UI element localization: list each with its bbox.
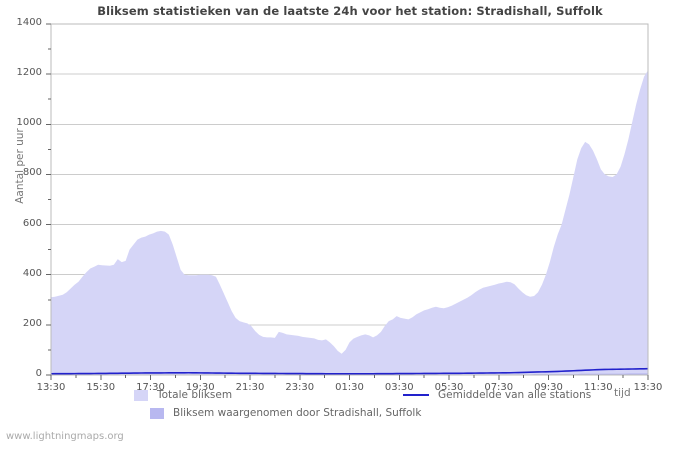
legend-label-station: Bliksem waargenomen door Stradishall, Su… [173, 407, 422, 419]
x-tick-label: 07:30 [484, 382, 514, 393]
x-tick-label: 23:30 [285, 382, 315, 393]
y-tick-label: 1400 [16, 17, 42, 28]
x-tick-label: 05:30 [434, 382, 464, 393]
x-tick-label: 15:30 [86, 382, 116, 393]
axis-ticks [46, 23, 649, 380]
x-tick-label: 13:30 [633, 382, 663, 393]
legend-label-average: Gemiddelde van alle stations [438, 389, 592, 401]
y-tick-label: 600 [22, 217, 42, 229]
chart-legend: Totale bliksem Bliksem waargenomen door … [0, 389, 700, 429]
x-tick-label: 03:30 [384, 382, 414, 393]
x-tick-label: 11:30 [583, 382, 613, 393]
y-tick-label: 800 [22, 167, 42, 179]
legend-swatch-total [134, 389, 148, 401]
series-total-lightning [51, 70, 648, 375]
x-tick-label: 13:30 [36, 382, 66, 393]
series-average-line [50, 367, 649, 375]
legend-swatch-station [150, 407, 164, 419]
x-tick-label: 09:30 [534, 382, 563, 393]
footer-url: www.lightningmaps.org [6, 431, 124, 442]
x-tick-label: 21:30 [235, 382, 265, 393]
x-axis-title: tijd [614, 387, 631, 399]
y-tick-label: 1200 [16, 67, 42, 79]
x-tick-label: 17:30 [136, 382, 165, 393]
legend-item-total[interactable]: Totale bliksem [134, 389, 232, 401]
legend-item-average[interactable]: Gemiddelde van alle stations [403, 389, 591, 401]
y-tick-label: 0 [35, 368, 42, 379]
chart-title: Bliksem statistieken van de laatste 24h … [97, 4, 603, 18]
legend-item-station[interactable]: Bliksem waargenomen door Stradishall, Su… [150, 407, 421, 419]
y-tick-label: 200 [22, 317, 42, 329]
legend-label-total: Totale bliksem [157, 389, 233, 401]
x-tick-label: 19:30 [185, 382, 215, 393]
legend-line-average [403, 394, 429, 396]
y-tick-label: 400 [22, 267, 42, 279]
y-tick-label: 1000 [16, 117, 42, 129]
x-tick-label: 01:30 [335, 382, 364, 393]
